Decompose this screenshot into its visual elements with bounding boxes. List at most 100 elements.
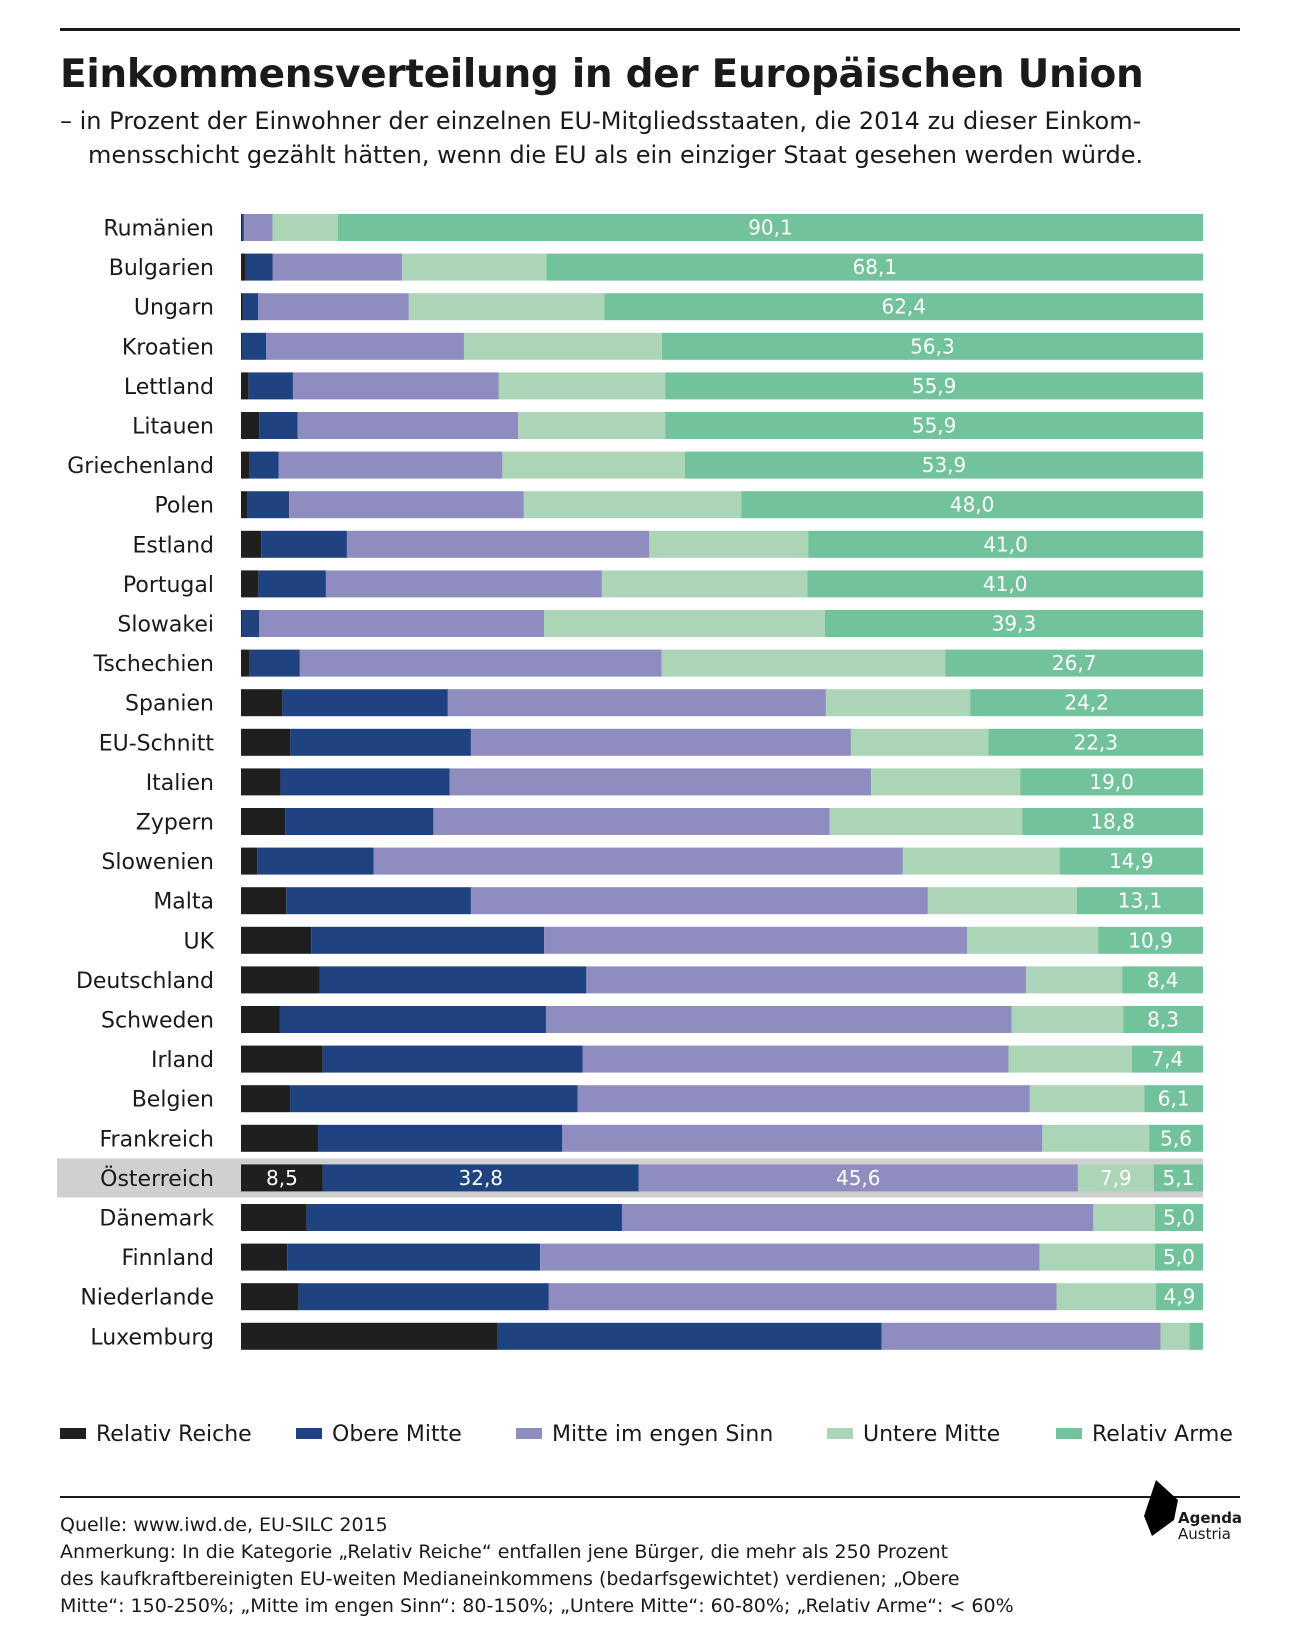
- bar-segment-relativ-reiche: [241, 530, 262, 558]
- country-label: UK: [183, 929, 214, 954]
- bar-segment-untere-mitte: [649, 530, 809, 558]
- bar-segment-relativ-arme: [1059, 847, 1203, 875]
- bar-row-uk: UK 10,9: [183, 926, 1203, 954]
- chart-subtitle: – in Prozent der Einwohner der einzelnen…: [60, 104, 1250, 172]
- bar-segment-untere-mitte: [871, 768, 1021, 796]
- bar-segment-mitte-eng: [638, 1164, 1078, 1192]
- bar-segment-relativ-arme: [807, 570, 1203, 598]
- bar-row-niederlande: Niederlande 4,9: [80, 1283, 1203, 1311]
- bar-segment-relativ-arme: [1153, 1164, 1203, 1192]
- bar-segment-relativ-arme: [741, 491, 1203, 519]
- bar-segment-relativ-reiche: [241, 253, 246, 281]
- bar-segment-relativ-arme: [970, 689, 1203, 717]
- bar-segment-mitte-eng: [278, 451, 503, 479]
- chart-legend: Relativ Reiche Obere Mitte Mitte im enge…: [60, 1418, 1240, 1452]
- country-label: Ungarn: [134, 296, 214, 321]
- bar-segment-mitte-eng: [297, 412, 519, 439]
- bar-segment-untere-mitte: [272, 214, 338, 241]
- bar-segment-relativ-arme: [1076, 887, 1203, 915]
- legend-swatch-relativ-arme: [1056, 1428, 1082, 1439]
- bar-segment-untere-mitte: [1039, 1243, 1155, 1271]
- bar-row-estland: Estland 41,0: [133, 530, 1203, 558]
- bar-row-frankreich: Frankreich 5,6: [99, 1124, 1203, 1152]
- bar-segment-mitte-eng: [373, 847, 903, 875]
- bar-row-luxemburg: Luxemburg: [90, 1322, 1203, 1350]
- data-label: 39,3: [992, 612, 1037, 636]
- bar-segment-untere-mitte: [927, 887, 1077, 915]
- bar-segment-untere-mitte: [1160, 1322, 1190, 1350]
- bar-segment-obere-mitte: [258, 570, 326, 598]
- country-label: Luxemburg: [90, 1325, 214, 1350]
- bar-segment-relativ-reiche: [241, 1322, 498, 1350]
- bar-segment-obere-mitte: [249, 451, 279, 479]
- bar-segment-untere-mitte: [661, 649, 946, 677]
- bar-segment-relativ-reiche: [241, 332, 242, 360]
- data-label: 14,9: [1109, 849, 1154, 873]
- country-label: Tschechien: [93, 652, 214, 677]
- bar-segment-untere-mitte: [1077, 1164, 1154, 1192]
- bar-segment-relativ-reiche: [241, 570, 259, 598]
- bar-segment-untere-mitte: [1042, 1124, 1150, 1152]
- country-label: Malta: [153, 890, 214, 915]
- bar-segment-relativ-arme: [1123, 1006, 1203, 1033]
- bar-segment-obere-mitte: [285, 808, 434, 835]
- bar-row-belgien: Belgien 6,1: [132, 1085, 1203, 1113]
- country-label: Finnland: [121, 1246, 214, 1271]
- note-line-3: Mitte“: 150-250%; „Mitte im engen Sinn“:…: [60, 1595, 1014, 1617]
- bar-segment-untere-mitte: [850, 728, 989, 756]
- subtitle-line-1: – in Prozent der Einwohner der einzelnen…: [60, 107, 1142, 135]
- bar-segment-mitte-eng: [265, 332, 464, 360]
- source-text: Quelle: www.iwd.de, EU-SILC 2015: [60, 1514, 388, 1536]
- bar-row-lettland: Lettland 55,9: [124, 372, 1203, 400]
- bar-segment-relativ-reiche: [241, 293, 243, 321]
- country-label: Bulgarien: [109, 256, 214, 281]
- bar-segment-obere-mitte: [322, 1164, 639, 1192]
- bar-segment-obere-mitte: [286, 887, 471, 915]
- bar-segment-relativ-arme: [945, 649, 1203, 677]
- bar-segment-relativ-arme: [685, 451, 1203, 479]
- data-label: 8,4: [1147, 968, 1179, 992]
- bar-segment-relativ-arme: [1149, 1124, 1203, 1152]
- bar-segment-obere-mitte: [242, 293, 259, 321]
- bar-segment-mitte-eng: [548, 1283, 1057, 1311]
- bar-row-irland: Irland 7,4: [151, 1045, 1203, 1073]
- bar-row-portugal: Portugal 41,0: [123, 570, 1203, 598]
- bar-segment-untere-mitte: [825, 689, 971, 717]
- bar-segment-mitte-eng: [259, 610, 545, 637]
- bottom-rule: [60, 1496, 1240, 1498]
- logo-line-2: Austria: [1178, 1525, 1231, 1543]
- legend-swatch-mitte-eng: [516, 1428, 542, 1439]
- legend-swatch-obere-mitte: [296, 1428, 322, 1439]
- chart-title: Einkommensverteilung in der Europäischen…: [60, 52, 1144, 97]
- bar-segment-mitte-eng: [586, 966, 1026, 994]
- bar-segment-relativ-reiche: [241, 1045, 323, 1073]
- bar-segment-relativ-reiche: [241, 214, 242, 241]
- country-label: Schweden: [101, 1009, 214, 1034]
- bar-segment-relativ-arme: [1122, 966, 1203, 994]
- data-label: 62,4: [881, 295, 926, 319]
- legend-item-relativ-arme: Relativ Arme: [1056, 1418, 1233, 1452]
- data-label: 53,9: [922, 453, 967, 477]
- bar-segment-relativ-arme: [1189, 1322, 1203, 1350]
- bar-segment-relativ-reiche: [241, 372, 249, 400]
- bar-segment-relativ-reiche: [241, 768, 281, 796]
- bar-segment-relativ-reiche: [241, 808, 286, 835]
- country-label: Frankreich: [99, 1127, 214, 1152]
- data-label: 8,3: [1147, 1008, 1179, 1032]
- bar-segment-relativ-reiche: [241, 887, 287, 915]
- agenda-austria-logo: [1144, 1480, 1178, 1536]
- bar-segment-relativ-arme: [824, 610, 1203, 637]
- bar-segment-relativ-arme: [1155, 1283, 1203, 1311]
- country-label: Portugal: [123, 573, 214, 598]
- legend-item-obere-mitte: Obere Mitte: [296, 1418, 462, 1452]
- bar-segment-relativ-reiche: [241, 1006, 280, 1033]
- bar-segment-relativ-arme: [1022, 808, 1203, 835]
- bar-segment-obere-mitte: [290, 1085, 578, 1113]
- country-label: Deutschland: [76, 969, 214, 994]
- bar-segment-relativ-arme: [661, 332, 1203, 360]
- bar-segment-relativ-arme: [1131, 1045, 1203, 1073]
- bar-row-oesterreich: Österreich 8,5 32,8 45,6 7,9 5,1: [57, 1158, 1203, 1198]
- bar-segment-mitte-eng: [881, 1322, 1161, 1350]
- bar-segment-relativ-reiche: [241, 966, 320, 994]
- bar-segment-mitte-eng: [582, 1045, 1009, 1073]
